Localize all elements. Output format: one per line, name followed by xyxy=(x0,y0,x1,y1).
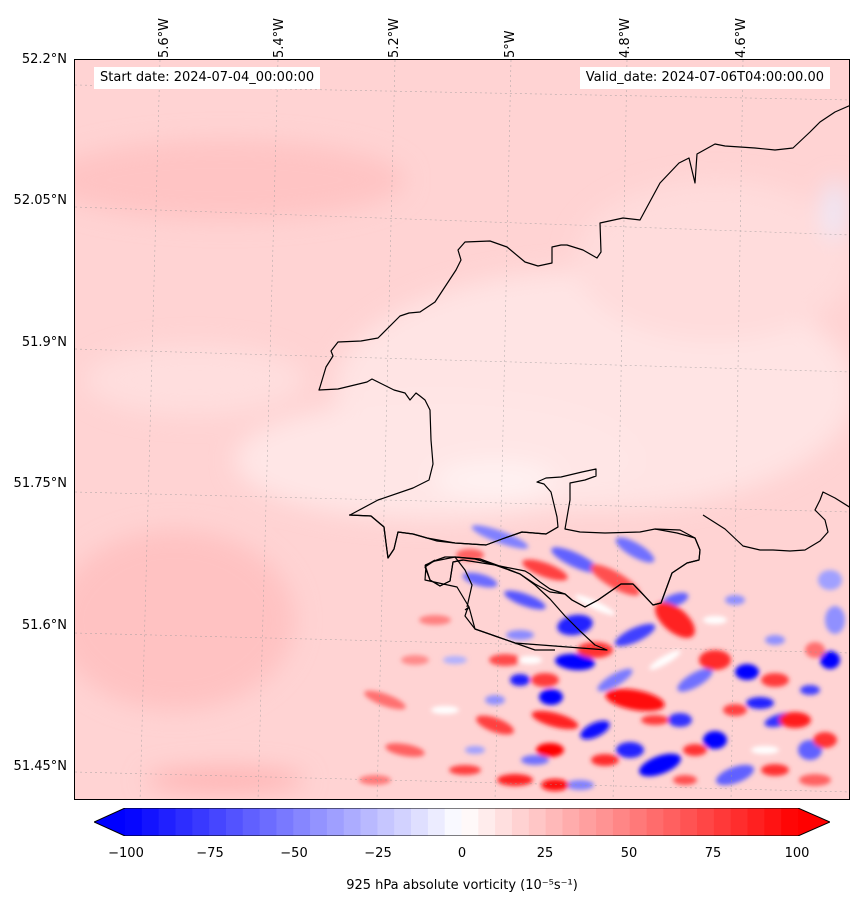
vorticity-wave-pattern xyxy=(359,525,845,791)
vorticity-map xyxy=(75,60,849,799)
colorbar-band xyxy=(747,808,765,836)
colorbar-tick: 100 xyxy=(784,846,810,861)
colorbar-band xyxy=(411,808,429,836)
lon-label-5-4w: 5.4°W xyxy=(272,17,287,58)
lat-label-52-05n: 52.05°N xyxy=(13,193,67,208)
colorbar-band xyxy=(326,808,345,836)
colorbar-band xyxy=(192,808,210,836)
colorbar-band xyxy=(377,808,395,836)
colorbar-band xyxy=(730,808,749,836)
lat-label-51-6n: 51.6°N xyxy=(21,618,67,633)
colorbar-tick: −25 xyxy=(364,846,392,861)
lat-label-51-75n: 51.75°N xyxy=(13,476,67,491)
colorbar-band xyxy=(528,808,547,836)
lon-label-5-2w: 5.2°W xyxy=(387,17,402,58)
colorbar-extend-min xyxy=(94,808,125,836)
colorbar-band xyxy=(612,808,631,836)
colorbar-band xyxy=(444,808,463,836)
colorbar-band xyxy=(713,808,732,836)
colorbar-band xyxy=(310,808,328,836)
colorbar-band xyxy=(125,808,143,836)
colorbar-band xyxy=(596,808,614,836)
colorbar-tick: 25 xyxy=(536,846,554,861)
colorbar-band xyxy=(225,808,244,836)
colorbar-tick: −50 xyxy=(280,846,308,861)
colorbar-band xyxy=(697,808,715,836)
lon-label-5w: 5°W xyxy=(503,30,518,58)
colorbar-band xyxy=(394,808,412,836)
colorbar-band xyxy=(343,808,362,836)
colorbar-band xyxy=(764,808,782,836)
colorbar-tick: 50 xyxy=(620,846,638,861)
lon-label-4-8w: 4.8°W xyxy=(618,17,633,58)
colorbar-band xyxy=(663,808,681,836)
colorbar-band xyxy=(579,808,597,836)
colorbar-band xyxy=(511,808,530,836)
colorbar xyxy=(94,808,830,836)
colorbar-band xyxy=(545,808,564,836)
start-date-label: Start date: 2024-07-04_00:00:00 xyxy=(94,67,321,89)
colorbar-band xyxy=(646,808,664,836)
colorbar-band xyxy=(141,808,160,836)
colorbar-band xyxy=(478,808,496,836)
colorbar-band xyxy=(680,808,698,836)
map-panel xyxy=(74,59,850,800)
lat-label-52-2n: 52.2°N xyxy=(21,52,67,67)
colorbar-tick: 75 xyxy=(704,846,722,861)
colorbar-band xyxy=(158,808,177,836)
colorbar-band xyxy=(562,808,580,836)
coastline-south xyxy=(348,514,701,651)
gridlines xyxy=(75,60,849,799)
colorbar-band xyxy=(276,808,294,836)
colorbar-band xyxy=(461,808,479,836)
lon-label-5-6w: 5.6°W xyxy=(157,17,172,58)
colorbar-extend-max xyxy=(798,808,830,836)
lon-label-4-6w: 4.6°W xyxy=(734,17,749,58)
colorbar-band xyxy=(293,808,311,836)
colorbar-tick: −100 xyxy=(108,846,144,861)
colorbar-band xyxy=(495,808,513,836)
colorbar-band xyxy=(360,808,378,836)
colorbar-band xyxy=(427,808,446,836)
colorbar-tick: 0 xyxy=(457,846,467,861)
colorbar-band xyxy=(175,808,193,836)
colorbar-band xyxy=(629,808,648,836)
colorbar-bands xyxy=(125,808,799,836)
colorbar-band xyxy=(259,808,278,836)
colorbar-tick: −75 xyxy=(196,846,224,861)
colorbar-label: 925 hPa absolute vorticity (10⁻⁵s⁻¹) xyxy=(346,878,578,893)
colorbar-band xyxy=(209,808,227,836)
valid-date-label: Valid_date: 2024-07-06T04:00:00.00 xyxy=(579,67,830,89)
colorbar-band xyxy=(781,808,799,836)
colorbar-band xyxy=(242,808,261,836)
lat-label-51-45n: 51.45°N xyxy=(13,759,67,774)
lat-label-51-9n: 51.9°N xyxy=(21,335,67,350)
vorticity-smooth-field xyxy=(75,140,849,792)
